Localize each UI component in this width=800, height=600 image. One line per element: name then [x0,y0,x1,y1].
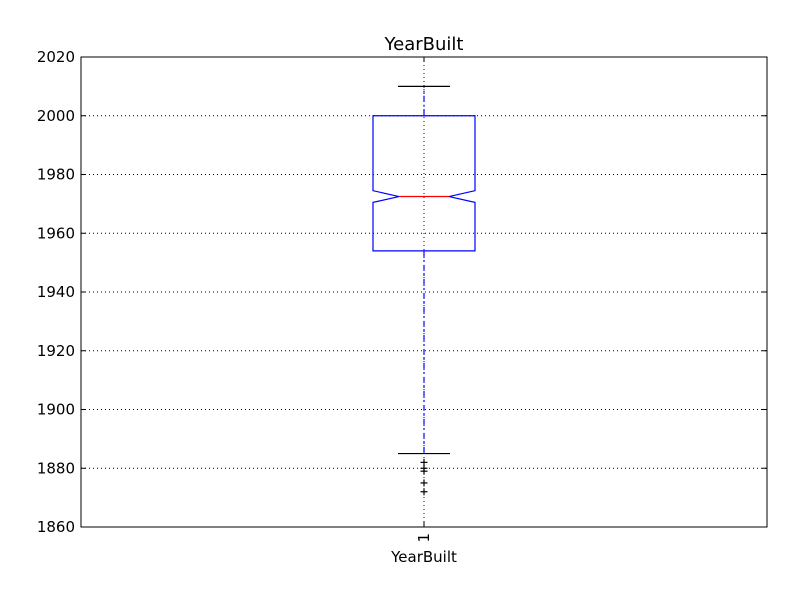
notched-box [372,115,476,252]
y-axis-ticks: 1860 1880 1900 1920 1940 1960 1980 2000 2020 [37,48,767,536]
y-tick-label: 1960 [37,224,75,242]
y-tick-label: 2020 [37,48,75,66]
outlier-point [420,458,428,466]
y-tick-label: 1940 [37,283,75,301]
chart-title: YearBuilt [384,34,464,55]
y-tick-label: 2000 [37,107,75,125]
x-tick-label: 1 [415,533,433,543]
outlier-point [420,488,428,496]
y-tick-label: 1860 [37,518,75,536]
y-tick-label: 1900 [37,401,75,419]
y-tick-label: 1920 [37,342,75,360]
outlier-point [420,479,428,487]
x-axis-label: YearBuilt [390,548,457,566]
y-tick-label: 1880 [37,459,75,477]
outlier-point [420,467,428,475]
y-tick-label: 1980 [37,166,75,184]
box-plot-marks [372,85,476,496]
x-axis-ticks: 1 [415,57,433,543]
